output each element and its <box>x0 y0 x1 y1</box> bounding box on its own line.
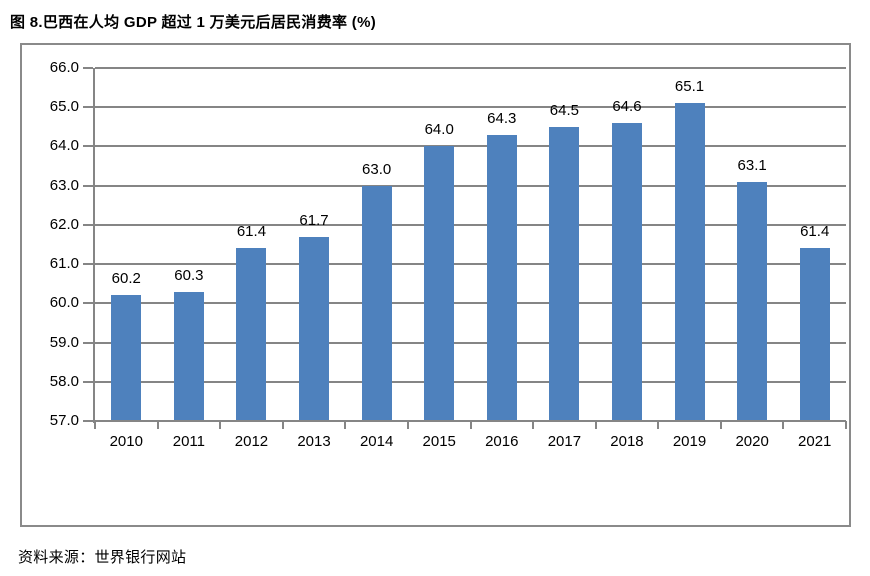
bar-2015 <box>424 146 455 421</box>
bar-value-label: 64.5 <box>549 101 579 119</box>
bar-value-label: 61.4 <box>800 223 830 241</box>
x-axis-tick-label: 2019 <box>672 433 707 450</box>
y-tick <box>83 223 93 226</box>
x-axis-tick-label: 2018 <box>610 433 644 450</box>
bar-value-label: 65.1 <box>674 78 705 96</box>
y-gridline <box>95 380 846 383</box>
bar-value-label: 63.0 <box>362 160 392 178</box>
y-axis-tick-label: 58.0 <box>49 372 79 390</box>
plot-area: 57.0 58.0 59.0 60.0 61.0 62.0 63.0 64.0 65.0 66.0… <box>22 45 849 525</box>
y-axis-tick-label: 65.0 <box>49 98 79 116</box>
y-tick <box>83 106 93 109</box>
chart-frame: 57.0 58.0 59.0 60.0 61.0 62.0 63.0 64.0 65.0 66.0… <box>20 43 851 527</box>
x-axis-tick-label: 2011 <box>172 433 205 450</box>
y-axis-tick-label: 64.0 <box>49 137 79 155</box>
bar-value-label: 61.7 <box>299 211 329 229</box>
y-tick <box>83 420 93 422</box>
bar-2013 <box>299 236 330 421</box>
y-axis-tick-label: 62.0 <box>49 215 79 233</box>
x-tick <box>657 421 660 429</box>
bar-2020 <box>737 181 768 421</box>
bar-value-label: 63.1 <box>737 156 767 174</box>
y-axis-tick-label: 66.0 <box>49 59 79 76</box>
y-axis-tick-label: 61.0 <box>49 255 79 273</box>
y-axis-tick-label: 59.0 <box>49 333 79 351</box>
y-axis-tick-label: 57.0 <box>49 412 79 429</box>
x-tick <box>156 421 159 429</box>
bar-value-label: 64.3 <box>487 109 517 127</box>
bar-2014 <box>361 185 392 421</box>
x-tick <box>532 421 535 429</box>
x-axis-tick-label: 2021 <box>798 433 832 450</box>
y-tick <box>83 184 93 187</box>
y-tick <box>83 380 93 383</box>
chart-title: 图 8.巴西在人均 GDP 超过 1 万美元后居民消费率 (%) <box>10 14 377 31</box>
x-tick <box>719 421 722 429</box>
bar-value-label: 61.4 <box>236 223 267 241</box>
x-tick <box>782 421 785 429</box>
y-gridline <box>95 341 846 344</box>
x-axis-tick-label: 2010 <box>109 433 143 450</box>
bar-2010 <box>111 295 142 421</box>
y-gridline <box>95 145 846 148</box>
bar-2011 <box>173 291 204 421</box>
y-gridline <box>95 106 846 109</box>
x-tick <box>281 421 284 429</box>
x-tick <box>94 421 96 429</box>
x-tick <box>219 421 222 429</box>
y-tick <box>83 302 93 305</box>
bar-2016 <box>486 134 517 421</box>
y-axis-tick-label: 60.0 <box>49 294 79 312</box>
x-axis-tick-label: 2016 <box>485 433 519 450</box>
x-axis-tick-label: 2013 <box>297 433 331 450</box>
bar-value-label: 60.2 <box>111 270 141 288</box>
bar-2019 <box>674 103 705 421</box>
bar-2018 <box>611 122 642 421</box>
x-tick <box>594 421 597 429</box>
y-gridline <box>95 67 846 69</box>
y-gridline <box>95 263 846 266</box>
bar-2012 <box>236 248 267 421</box>
x-tick <box>845 421 847 429</box>
y-gridline <box>95 184 846 187</box>
x-axis-tick-label: 2012 <box>234 433 269 450</box>
y-tick <box>83 341 93 344</box>
bar-2017 <box>549 126 580 421</box>
x-axis-tick-label: 2020 <box>735 433 769 450</box>
y-tick <box>83 145 93 148</box>
source-note: 资料来源：世界银行网站 <box>18 549 187 566</box>
bar-value-label: 64.0 <box>424 121 454 139</box>
y-tick <box>83 263 93 266</box>
y-gridline <box>95 223 846 226</box>
y-gridline <box>95 302 846 305</box>
x-axis-tick-label: 2015 <box>422 433 456 450</box>
bar-value-label: 64.6 <box>612 97 642 115</box>
y-tick <box>83 67 93 69</box>
x-tick <box>469 421 472 429</box>
x-axis-tick-label: 2017 <box>547 433 582 450</box>
x-tick <box>344 421 347 429</box>
y-axis-tick-label: 63.0 <box>49 176 79 194</box>
bar-2021 <box>799 248 830 421</box>
x-tick <box>406 421 409 429</box>
x-axis-tick-label: 2014 <box>359 433 394 450</box>
y-axis-line <box>93 68 95 423</box>
bar-value-label: 60.3 <box>174 266 204 284</box>
